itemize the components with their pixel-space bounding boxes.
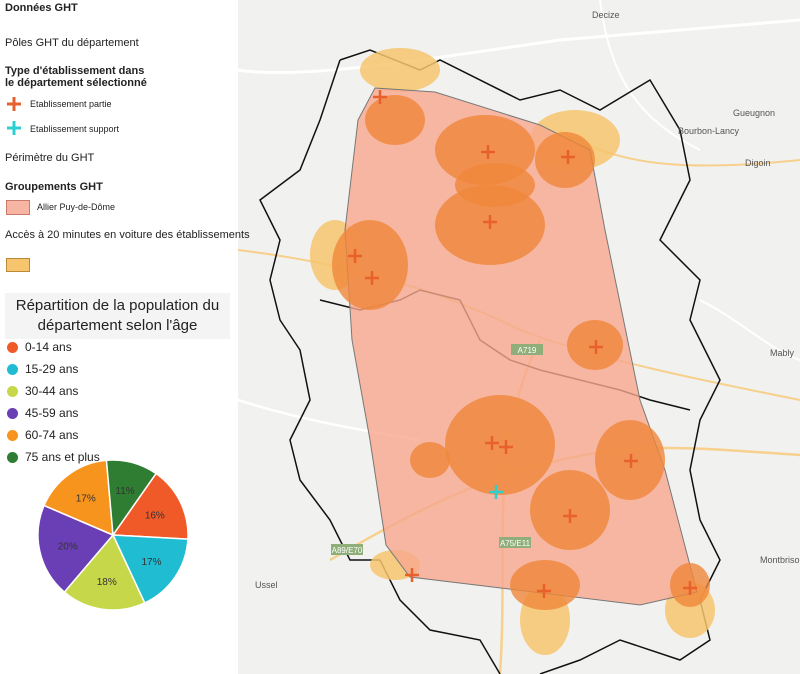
- pie-legend-dot: [7, 430, 18, 441]
- legend-partie: Etablissement partie: [30, 99, 112, 109]
- marker-support: [489, 485, 503, 499]
- pie-label: 17%: [76, 493, 96, 504]
- road-label: A719: [518, 346, 537, 355]
- marker-partie: [589, 340, 603, 354]
- marker-partie: [499, 440, 513, 454]
- legend-groupement-name: Allier Puy-de-Dôme: [37, 202, 116, 212]
- marker-partie: [563, 509, 577, 523]
- icon-partie: [7, 97, 21, 111]
- marker-partie: [485, 436, 499, 450]
- marker-partie: [624, 454, 638, 468]
- pie-label: 11%: [115, 486, 134, 497]
- road: [599, 0, 701, 151]
- legend-icons: [7, 97, 21, 135]
- pie-legend-dot: [7, 342, 18, 353]
- marker-partie: [483, 215, 497, 229]
- pie-label: 18%: [97, 577, 117, 588]
- place-label: Ussel: [255, 580, 278, 590]
- legend-type-title: Type d'établissement dans le département…: [5, 65, 147, 89]
- place-label: Digoin: [745, 158, 771, 168]
- access-area: [360, 48, 440, 92]
- access-area: [445, 395, 555, 495]
- pie-legend-dot: [7, 386, 18, 397]
- pie-legend-label: 60-74 ans: [25, 428, 79, 442]
- marker-partie: [348, 249, 362, 263]
- pie-slice: [105, 459, 158, 538]
- map: Decize Bourbon-Lancy Gueugnon Digoin Mably Mo…: [237, 0, 800, 674]
- marker-partie: [365, 271, 379, 285]
- marker-partie: [683, 581, 697, 595]
- icon-support: [7, 121, 21, 135]
- pie-legend-label: 45-59 ans: [25, 406, 79, 420]
- pie-legend-dot: [7, 452, 18, 463]
- pie-label: 17%: [142, 557, 162, 568]
- pie-legend-dot: [7, 364, 18, 375]
- pie-slice: [43, 459, 114, 537]
- access-area: [410, 442, 450, 478]
- pie-chart: 16% 17% 18% 20% 17% 11%: [37, 459, 189, 611]
- legend-perimetre: Périmètre du GHT: [5, 152, 95, 164]
- pie-label: 16%: [145, 511, 165, 522]
- pie-legend-dot: [7, 408, 18, 419]
- pie-title: Répartition de la population du départem…: [5, 293, 230, 339]
- swatch-acces: [6, 258, 30, 272]
- pie-legend-label: 75 ans et plus: [25, 450, 100, 464]
- access-area: [535, 132, 595, 188]
- marker-partie: [537, 584, 551, 598]
- marker-partie: [561, 150, 575, 164]
- place-label: Mably: [770, 348, 795, 358]
- road-shield: [331, 544, 363, 555]
- swatch-groupement: [6, 200, 30, 215]
- legend-support: Etablissement support: [30, 124, 120, 134]
- place-label: Decize: [592, 10, 620, 20]
- marker-partie: [373, 90, 387, 104]
- legend-groupements: Groupements GHT: [5, 181, 103, 193]
- legend-title: Données GHT: [5, 2, 78, 14]
- marker-partie: [405, 568, 419, 582]
- road-label: A89/E70: [332, 546, 363, 555]
- legend-acces: Accès à 20 minutes en voiture des établi…: [5, 229, 250, 241]
- pie-legend-label: 30-44 ans: [25, 384, 79, 398]
- access-area: [332, 220, 408, 310]
- department-boundary: [259, 49, 721, 674]
- marker-partie: [481, 145, 495, 159]
- legend-poles: Pôles GHT du département: [5, 37, 139, 49]
- road: [699, 299, 800, 361]
- pie-legend-label: 15-29 ans: [25, 362, 79, 376]
- place-label: Gueugnon: [733, 108, 775, 118]
- pie-slice: [111, 534, 189, 604]
- pie-label: 20%: [58, 542, 78, 553]
- pie-legend-label: 0-14 ans: [25, 340, 72, 354]
- pie-slice: [63, 533, 146, 611]
- pie-slice: [111, 472, 189, 540]
- road-shield: [499, 537, 531, 548]
- place-label: Montbrison: [760, 555, 800, 565]
- road-label: A75/E11: [500, 539, 531, 548]
- road-shield: [511, 344, 543, 355]
- access-area: [365, 95, 425, 145]
- place-label: Bourbon-Lancy: [678, 126, 740, 136]
